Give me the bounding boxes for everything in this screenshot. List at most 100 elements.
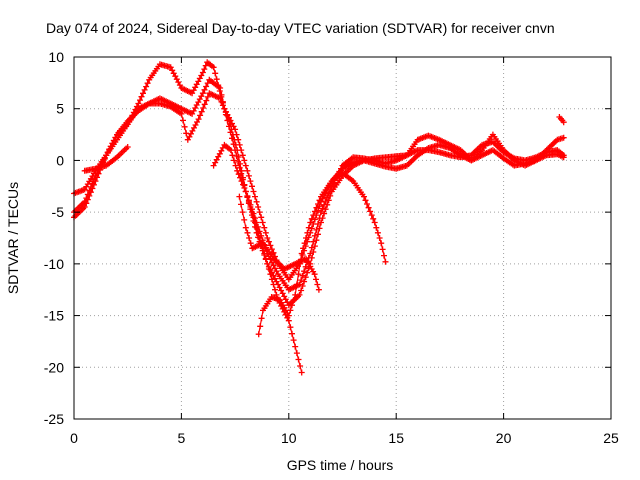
data-point <box>224 112 231 119</box>
data-point <box>298 250 305 257</box>
data-point <box>310 238 317 245</box>
data-point <box>378 240 385 247</box>
data-point <box>261 224 268 231</box>
y-tick-label: -10 <box>44 256 64 272</box>
data-point <box>371 219 378 226</box>
data-point <box>303 235 309 241</box>
series-arc-4 <box>210 141 305 376</box>
data-point <box>244 229 251 236</box>
y-axis-title: SDTVAR / TECUs <box>5 182 21 294</box>
data-point <box>262 255 269 262</box>
data-point <box>382 258 389 265</box>
data-point <box>256 209 263 216</box>
data-point <box>376 235 383 241</box>
data-point <box>264 235 271 241</box>
x-axis-title: GPS time / hours <box>287 457 394 473</box>
data-point <box>560 119 567 126</box>
data-point <box>197 112 204 119</box>
data-point <box>237 160 244 167</box>
data-point <box>204 80 211 87</box>
data-point <box>247 178 254 185</box>
x-tick-label: 5 <box>178 430 186 446</box>
data-point <box>265 238 272 245</box>
series-arc-5 <box>236 193 322 293</box>
data-point <box>313 237 320 244</box>
data-point <box>199 69 206 76</box>
y-tick-label: -5 <box>52 204 65 220</box>
data-point <box>135 100 142 107</box>
data-point <box>137 97 143 104</box>
data-point <box>239 152 246 159</box>
data-point <box>250 188 257 195</box>
data-point <box>374 229 381 236</box>
data-point <box>204 93 211 100</box>
series-arc-7 <box>81 144 131 174</box>
data-point <box>181 123 188 130</box>
data-point <box>292 343 299 350</box>
data-point <box>250 214 257 221</box>
data-point <box>203 83 210 90</box>
chart-title: Day 074 of 2024, Sidereal Day-to-day VTE… <box>46 20 555 36</box>
x-tick-label: 20 <box>496 430 512 446</box>
data-point <box>234 147 241 154</box>
series-trace <box>73 61 564 291</box>
data-point <box>244 193 251 200</box>
data-point <box>290 297 297 304</box>
data-point <box>249 183 255 190</box>
data-point <box>258 214 265 221</box>
data-point <box>316 225 323 232</box>
data-point <box>217 95 224 102</box>
data-point <box>84 191 91 198</box>
data-point <box>140 90 146 97</box>
grid <box>74 57 611 419</box>
y-tick-label: -15 <box>44 308 64 324</box>
data-point <box>256 235 263 241</box>
data-point <box>367 208 374 215</box>
data-point <box>178 110 185 117</box>
data-point <box>298 369 305 376</box>
data-point <box>304 229 311 236</box>
y-tick-label: -20 <box>44 359 64 375</box>
data-point <box>264 260 271 267</box>
data-point <box>225 116 232 123</box>
data-point <box>285 317 292 324</box>
data-point <box>308 244 315 251</box>
data-point <box>201 101 208 108</box>
data-point <box>244 167 251 174</box>
data-point <box>301 268 308 275</box>
data-point <box>237 174 244 181</box>
data-point <box>252 193 258 200</box>
data-point <box>241 216 248 223</box>
series-arc-6 <box>255 169 389 338</box>
data-point <box>560 152 567 159</box>
series-arc-1 <box>71 59 567 293</box>
data-point <box>379 246 386 253</box>
data-point <box>141 86 148 93</box>
data-point <box>232 162 239 169</box>
data-point <box>143 83 150 90</box>
data-point <box>301 240 308 247</box>
data-point <box>321 210 328 217</box>
axis-ticks: 0 5 10 15 20 25 -25 -20 -15 -10 -5 0 5 10 <box>44 49 619 446</box>
data-point <box>227 147 234 154</box>
data-point <box>293 350 300 357</box>
data-point <box>227 121 234 128</box>
data-point <box>299 272 306 279</box>
data-point <box>180 117 186 124</box>
data-point <box>221 105 228 112</box>
data-point <box>238 201 244 208</box>
data-point <box>195 116 202 123</box>
data-point <box>311 208 318 215</box>
data-point <box>213 76 220 83</box>
data-point <box>238 178 245 185</box>
data-point <box>287 307 294 314</box>
data-point <box>231 136 238 143</box>
data-point <box>268 246 275 253</box>
y-tick-label: 5 <box>56 101 64 117</box>
data-point <box>364 201 370 207</box>
data-point <box>361 193 367 200</box>
data-point <box>292 291 299 298</box>
data-point <box>560 134 567 141</box>
data-point <box>311 243 318 250</box>
